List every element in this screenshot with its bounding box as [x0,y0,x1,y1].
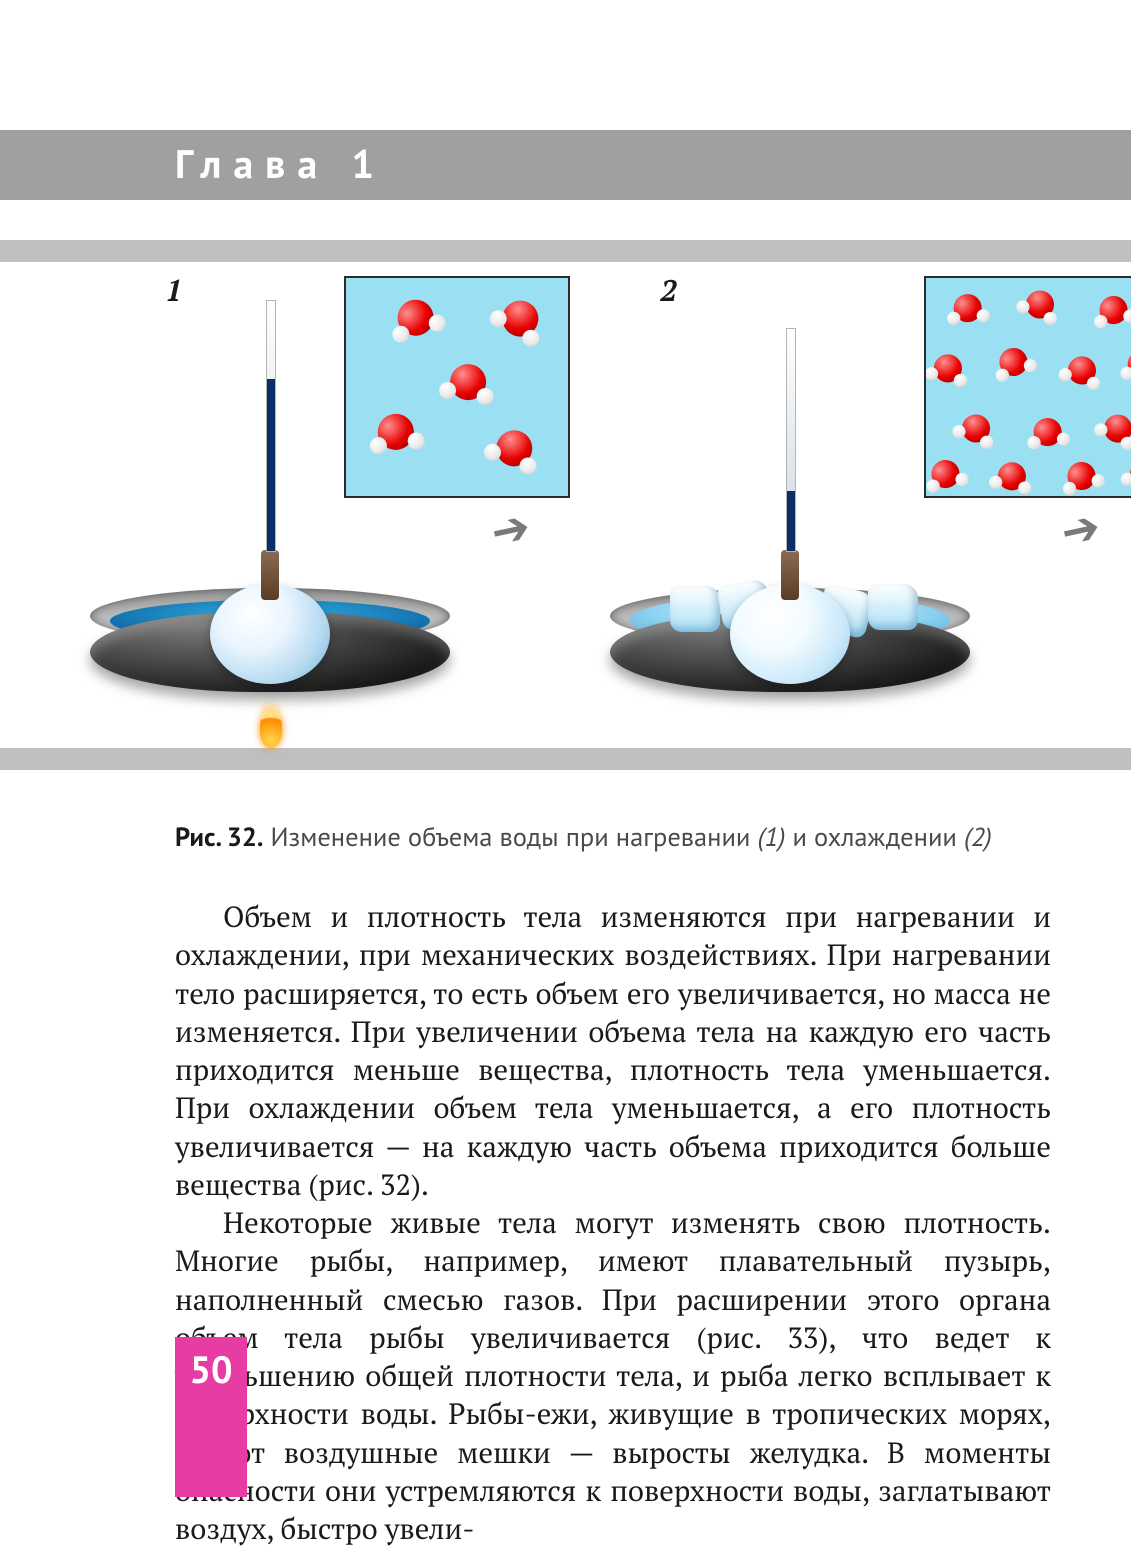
tube-liquid-heated [267,379,275,551]
water-molecule-icon [380,284,449,353]
thermometer-tube-icon [786,328,796,552]
water-molecule-icon [943,285,991,333]
molecule-inset-heated [344,276,570,498]
zoom-arrow-icon: ➔ [1056,495,1106,562]
water-molecule-icon [479,415,547,483]
chapter-bar: Глава 1 [0,130,1131,200]
chapter-title: Глава 1 [175,138,386,190]
water-molecule-icon [987,453,1035,498]
page-number-tab: 50 [175,1337,247,1497]
figure-32: 1 ➔ 2 ➔ [0,240,1131,770]
figure-panel-cooled: 2 ➔ [600,270,1110,750]
water-molecule-icon [482,282,555,355]
water-molecule-icon [437,353,496,412]
figure-panel-heated: 1 ➔ [80,270,590,750]
ice-chunk-icon [670,586,720,632]
water-molecule-icon [986,336,1041,391]
tube-liquid-cooled [787,491,795,551]
figure-band-top [0,240,1131,262]
panel-number-2: 2 [660,270,677,310]
water-molecule-icon [1119,343,1131,388]
ice-chunk-icon [868,584,918,630]
panel-number-1: 1 [165,270,182,310]
water-molecule-icon [924,449,971,498]
water-molecule-icon [1012,278,1066,332]
page-number: 50 [175,1345,247,1394]
water-molecule-icon [1023,409,1072,458]
flask-stopper-icon [261,550,279,600]
water-molecule-icon [1089,401,1131,457]
water-molecule-icon [1118,450,1131,498]
water-molecule-icon [1087,285,1131,336]
water-molecule-icon [948,402,1001,455]
water-molecule-icon [1055,345,1106,396]
thermometer-tube-icon [266,300,276,552]
body-text: Объем и плотность тела изменяются при на… [175,898,1051,1549]
zoom-arrow-icon: ➔ [486,495,536,562]
water-molecule-icon [364,402,427,465]
paragraph-1: Объем и плотность тела изменяются при на… [175,898,1051,1204]
figure-band-bottom [0,748,1131,770]
figure-caption: Рис. 32. Изменение объема воды при нагре… [175,820,1051,854]
figure-caption-label: Рис. 32. [175,820,263,854]
molecule-inset-cooled [924,276,1131,498]
water-molecule-icon [924,345,971,394]
flame-icon [260,702,282,748]
flask-stopper-icon [781,550,799,600]
water-molecule-icon [1054,450,1107,498]
